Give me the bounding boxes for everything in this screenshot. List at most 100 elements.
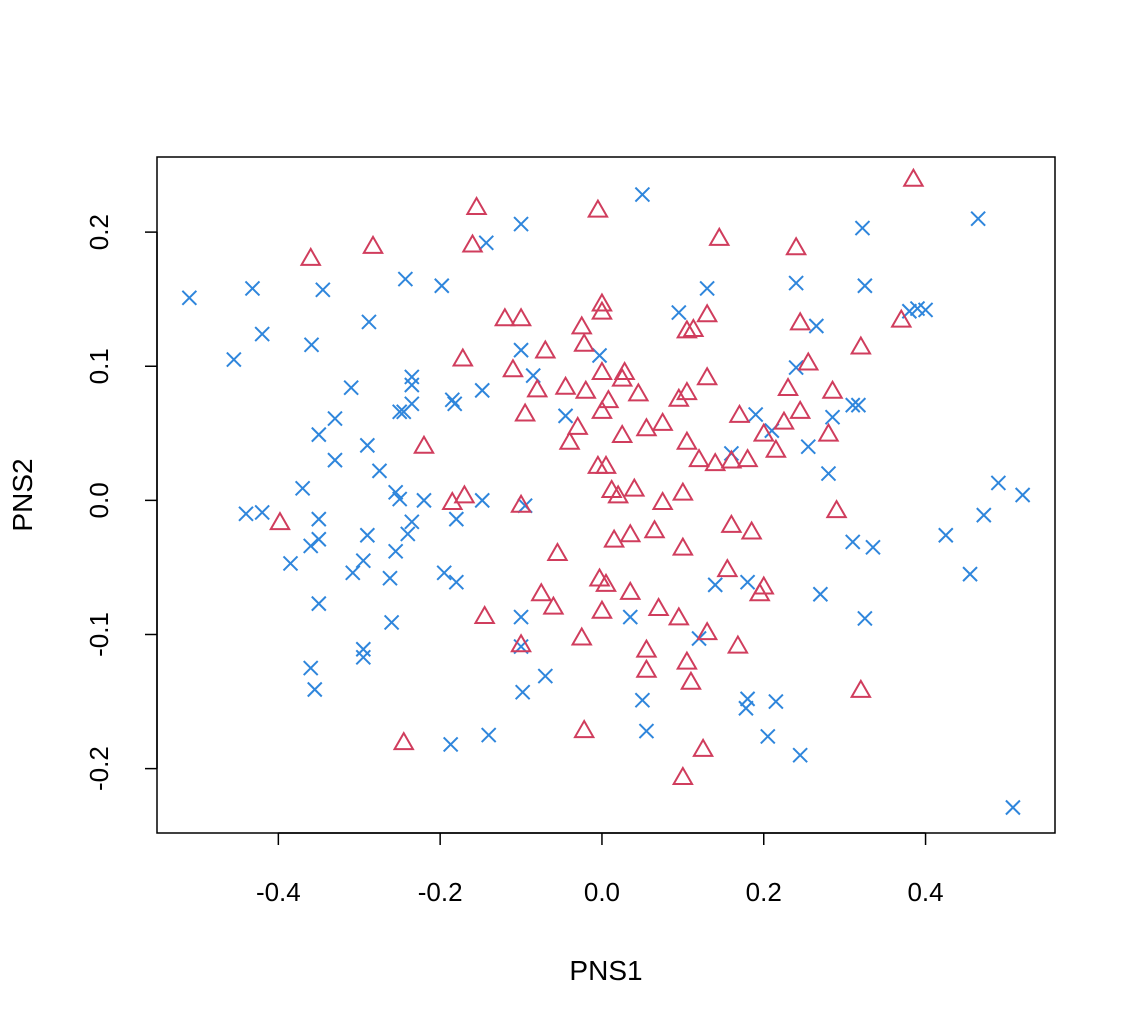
point-x-marker [513, 342, 529, 358]
point-x-marker [307, 681, 323, 698]
point-triangle-marker [514, 402, 537, 422]
point-x-marker [238, 506, 254, 522]
point-x-marker [343, 379, 359, 396]
point-x-marker [792, 747, 808, 763]
point-x-marker [820, 465, 837, 482]
point-x-marker [962, 566, 978, 582]
point-x-marker [917, 302, 934, 318]
point-x-marker [404, 396, 420, 412]
point-triangle-marker [574, 379, 597, 399]
point-x-marker [845, 397, 861, 413]
point-x-marker [448, 511, 465, 527]
point-x-marker [557, 408, 574, 424]
point-x-marker [857, 610, 873, 627]
point-triangle-marker [647, 597, 670, 617]
point-triangle-marker [720, 449, 743, 469]
point-x-marker [383, 614, 400, 631]
point-triangle-marker [465, 195, 488, 215]
y-axis-label: PNS2 [7, 458, 38, 531]
point-x-marker [513, 216, 529, 232]
point-triangle-marker [704, 452, 727, 472]
point-x-marker [850, 397, 867, 413]
point-x-marker [244, 280, 261, 297]
point-triangle-marker [530, 582, 553, 602]
point-triangle-marker [600, 478, 623, 498]
point-x-marker [857, 278, 873, 294]
point-triangle-marker [785, 236, 808, 256]
point-x-marker [638, 723, 655, 739]
point-x-marker [845, 534, 861, 550]
point-x-marker [865, 539, 881, 556]
point-x-marker [327, 452, 343, 468]
point-x-marker [359, 437, 376, 454]
point-triangle-marker [299, 246, 322, 266]
point-x-marker [355, 649, 372, 666]
point-triangle-marker [619, 580, 642, 600]
point-x-marker [824, 409, 841, 425]
point-x-marker [315, 282, 331, 298]
point-triangle-marker [591, 292, 613, 312]
point-x-marker [990, 475, 1007, 491]
point-triangle-marker [716, 558, 739, 578]
point-triangle-marker [461, 233, 484, 253]
point-x-marker [345, 565, 361, 581]
point-x-marker [707, 577, 723, 593]
point-triangle-marker [591, 399, 613, 419]
point-x-marker [788, 359, 804, 376]
point-triangle-marker [623, 477, 646, 497]
point-x-marker [444, 392, 460, 408]
y-tick-label: 0.2 [84, 214, 114, 250]
point-x-marker [808, 318, 825, 334]
x-axis: -0.4 -0.2 0.0 0.2 0.4 [256, 832, 944, 907]
point-x-marker [404, 377, 420, 393]
point-x-marker [303, 660, 319, 676]
point-triangle-marker [607, 484, 630, 504]
point-triangle-marker [510, 307, 532, 327]
point-x-marker [1005, 799, 1021, 816]
y-tick-label: -0.2 [84, 746, 114, 791]
point-x-marker [397, 271, 414, 287]
point-triangle-marker [611, 423, 634, 443]
y-tick-label: -0.1 [84, 612, 114, 657]
point-triangle-marker [764, 438, 787, 458]
point-triangle-marker [849, 335, 872, 355]
point-triangle-marker [591, 300, 613, 320]
point-triangle-marker [510, 493, 532, 513]
point-triangle-marker [671, 481, 694, 501]
point-x-marker [382, 570, 398, 586]
point-x-marker [442, 736, 459, 753]
point-triangle-marker [902, 167, 925, 187]
point-triangle-marker [573, 719, 596, 739]
point-triangle-marker [635, 638, 658, 658]
point-triangle-marker [817, 422, 840, 442]
point-triangle-marker [595, 454, 617, 474]
point-triangle-marker [526, 378, 549, 398]
point-triangle-marker [611, 367, 634, 387]
point-x-marker [355, 553, 372, 569]
point-x-marker [436, 565, 452, 581]
point-triangle-marker [570, 315, 593, 335]
point-x-marker [294, 480, 311, 497]
point-triangle-marker [740, 520, 763, 540]
point-triangle-marker [597, 389, 620, 409]
point-x-marker [976, 507, 992, 523]
point-x-marker [480, 727, 497, 743]
x-tick-label: 0.0 [584, 877, 620, 907]
point-x-marker [359, 527, 376, 543]
point-triangle-marker [688, 448, 710, 468]
point-x-marker [361, 314, 377, 330]
point-triangle-marker [558, 430, 581, 450]
point-triangle-marker [708, 226, 731, 246]
point-triangle-marker [586, 198, 609, 218]
point-x-marker [970, 210, 986, 227]
point-triangle-marker [554, 375, 577, 395]
point-x-marker [387, 484, 404, 501]
point-x-marker [404, 514, 420, 530]
point-x-marker [537, 668, 554, 684]
point-x-marker [391, 491, 408, 507]
point-x-marker [622, 609, 638, 625]
point-x-marker [311, 595, 327, 612]
point-triangle-marker [720, 513, 743, 533]
point-triangle-marker [534, 339, 557, 359]
y-tick-label: 0.1 [84, 348, 114, 384]
